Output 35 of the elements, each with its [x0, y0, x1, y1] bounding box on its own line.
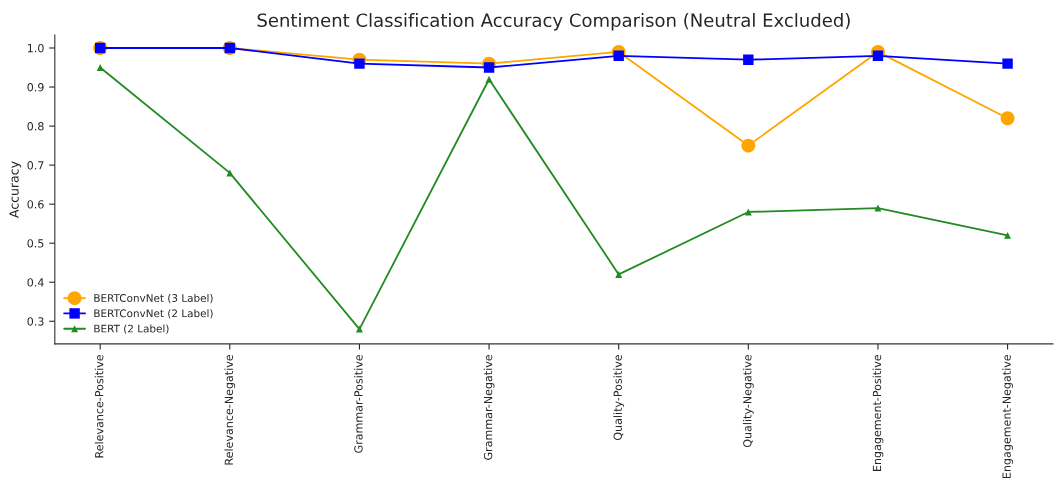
y-tick-label: 0.5 — [27, 239, 44, 248]
chart-title: Sentiment Classification Accuracy Comparison (Neutral Excluded) — [257, 13, 850, 31]
y-tick-label: 1.0 — [27, 43, 44, 53]
legend-label: BERTConvNet (3 Label) — [94, 293, 213, 304]
y-tick-label: 0.6 — [27, 200, 44, 209]
x-tick-label: Grammar-Negative — [483, 354, 495, 460]
point — [874, 204, 882, 212]
y-tick-label: 0.7 — [27, 161, 44, 170]
point — [1004, 231, 1012, 239]
point — [354, 58, 365, 69]
y-tick-label: 0.8 — [27, 122, 44, 131]
point — [741, 138, 756, 153]
point — [483, 62, 495, 73]
x-tick-label: Relevance-Negative — [224, 354, 236, 465]
legend-label: BERT (2 Label) — [94, 324, 169, 334]
point — [615, 270, 623, 278]
legend-label: BERTConvNet (2 Label) — [94, 309, 213, 319]
y-tick-label: 0.9 — [27, 83, 44, 92]
point — [743, 54, 754, 65]
point — [96, 64, 104, 71]
x-tick-label: Engagement-Positive — [872, 354, 884, 471]
point — [485, 75, 493, 83]
point — [1002, 58, 1013, 69]
point — [1000, 111, 1015, 126]
point — [355, 325, 363, 333]
y-tick-label: 0.4 — [27, 278, 44, 287]
y-tick-label: 0.3 — [27, 317, 44, 326]
x-tick-label: Quality-Positive — [613, 354, 625, 441]
x-tick-label: Engagement-Negative — [1002, 354, 1013, 478]
x-tick-label: Grammar-Positive — [354, 354, 363, 453]
y-axis-title: Accuracy — [9, 161, 22, 218]
point — [613, 50, 624, 62]
x-tick-label: Relevance-Positive — [94, 354, 104, 458]
point — [872, 50, 884, 62]
x-tick-label: Quality-Negative — [742, 354, 754, 448]
